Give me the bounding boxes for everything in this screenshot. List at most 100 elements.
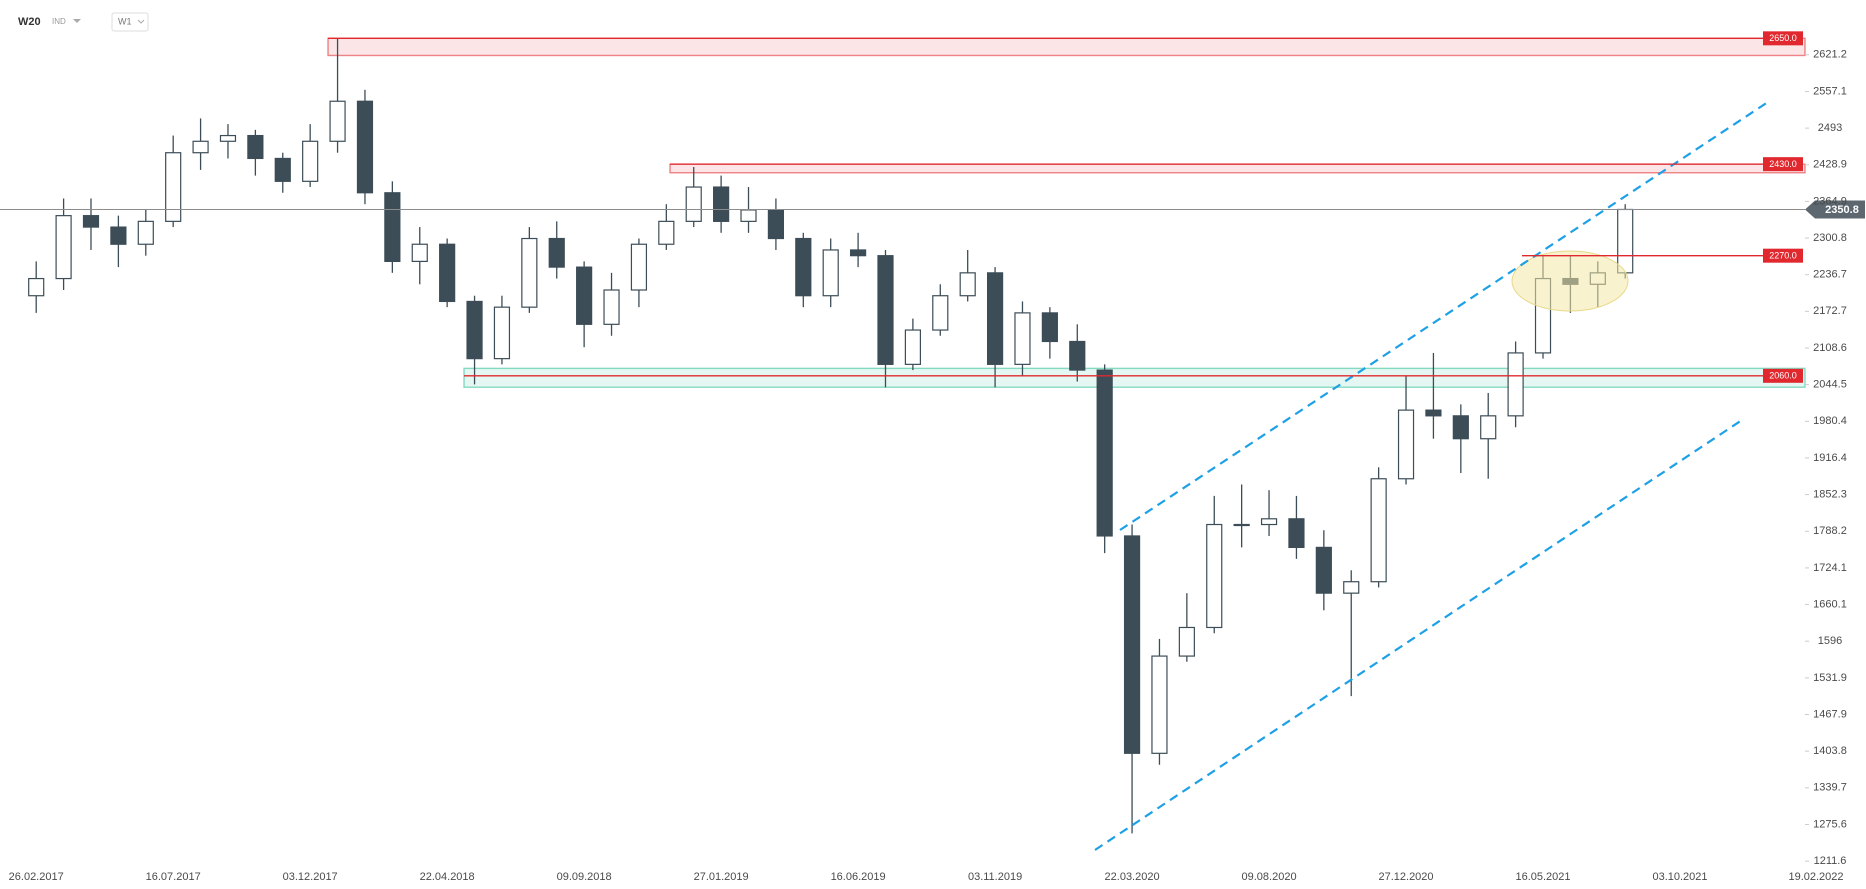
candle-body xyxy=(1425,409,1442,417)
level-tag xyxy=(1763,31,1803,46)
candle-body xyxy=(548,237,565,268)
level-label: 2430.0 xyxy=(1769,159,1797,169)
y-tick-label: 1531.9 xyxy=(1813,672,1847,684)
y-tick-label: 2044.5 xyxy=(1813,379,1847,391)
candle-body xyxy=(1617,208,1634,274)
candle-body xyxy=(658,220,675,245)
candle-body xyxy=(384,192,401,263)
y-tick-label: 1275.6 xyxy=(1813,818,1847,830)
candle-body xyxy=(795,237,812,297)
candle-body xyxy=(1123,535,1141,754)
interval-select[interactable] xyxy=(111,12,149,32)
axes: 1211.6 1275.6 1339.7 1403.8 1467.9 1531.9 1596… xyxy=(9,49,1847,883)
level-label: 2060.0 xyxy=(1769,371,1797,381)
candle-body xyxy=(165,152,182,222)
candle-body xyxy=(110,226,127,245)
y-tick-label: 1467.9 xyxy=(1813,708,1847,720)
candle-body xyxy=(1507,352,1524,417)
candle-body xyxy=(1041,312,1058,343)
y-tick-label: 2364.9 xyxy=(1813,195,1847,207)
level-tag xyxy=(1763,157,1803,172)
candle-body xyxy=(82,215,100,228)
zones xyxy=(327,37,1806,388)
channel-upper xyxy=(1119,101,1769,531)
y-tick-label: 1339.7 xyxy=(1813,782,1847,794)
level-label: 2650.0 xyxy=(1769,33,1797,43)
y-tick-label: 2493 xyxy=(1818,122,1842,134)
candle-body xyxy=(740,209,757,222)
x-tick-label: 16.05.2021 xyxy=(1515,871,1570,883)
y-tick-label: 2172.7 xyxy=(1813,305,1847,317)
last-price-label: 2350.8 xyxy=(1825,204,1859,216)
zone xyxy=(327,37,1806,57)
y-tick-label: 2236.7 xyxy=(1813,269,1847,281)
x-tick-label: 26.02.2017 xyxy=(9,871,64,883)
candle-body xyxy=(986,272,1004,365)
candle-body xyxy=(959,272,976,297)
y-tick-label: 2428.9 xyxy=(1813,159,1847,171)
candle-body xyxy=(1014,312,1031,365)
candle-body xyxy=(493,306,511,360)
zone xyxy=(463,367,1806,388)
candle-body xyxy=(247,134,264,160)
candle-body xyxy=(1178,626,1195,657)
y-tick-label: 2108.6 xyxy=(1813,342,1847,354)
candle-body xyxy=(1260,518,1278,526)
symbol: W20 xyxy=(18,16,41,28)
x-tick-label: 22.03.2020 xyxy=(1105,871,1160,883)
y-tick-label: 1596 xyxy=(1818,635,1842,647)
levels: 2650.0 2430.0 2270.0 2060.0 2350.8 xyxy=(0,31,1865,383)
last-price-tag xyxy=(1805,200,1865,219)
channel-lower xyxy=(1094,419,1743,851)
candle-body xyxy=(1069,340,1086,371)
candle-body xyxy=(932,295,949,331)
candle-body xyxy=(411,243,428,263)
candle-body xyxy=(274,157,291,182)
y-tick-label: 1788.2 xyxy=(1813,525,1847,537)
candle-body xyxy=(877,255,894,365)
candle-body xyxy=(1343,581,1360,594)
y-tick-label: 2557.1 xyxy=(1813,85,1847,97)
candle-body xyxy=(192,140,209,154)
interval-caret xyxy=(137,19,145,24)
x-tick-label: 19.02.2022 xyxy=(1788,871,1843,883)
x-tick-label: 27.12.2020 xyxy=(1378,871,1433,883)
candle-body xyxy=(767,209,785,240)
candle-body xyxy=(603,289,620,325)
candle-body xyxy=(137,220,154,245)
candle-body xyxy=(28,277,45,297)
level-tag xyxy=(1763,248,1803,263)
y-tick-label: 1724.1 xyxy=(1813,562,1847,574)
market: IND xyxy=(52,17,66,26)
x-tick-label: 16.07.2017 xyxy=(146,871,201,883)
candle-body xyxy=(685,186,702,222)
y-tick-label: 1852.3 xyxy=(1813,489,1847,501)
candle-body xyxy=(822,249,839,297)
y-tick-label: 1980.4 xyxy=(1813,415,1847,427)
x-tick-label: 09.08.2020 xyxy=(1242,871,1297,883)
x-tick-label: 03.12.2017 xyxy=(283,871,338,883)
candle-body xyxy=(1288,518,1305,548)
candle-body xyxy=(1480,415,1497,440)
candle-body xyxy=(1096,369,1113,537)
candle-body xyxy=(904,329,921,365)
candle-body xyxy=(356,100,374,194)
candle-body xyxy=(466,300,483,360)
x-tick-label: 22.04.2018 xyxy=(420,871,475,883)
x-tick-label: 27.01.2019 xyxy=(694,871,749,883)
zone xyxy=(669,163,1806,174)
y-tick-label: 1916.4 xyxy=(1813,452,1847,464)
candle-body xyxy=(630,243,648,291)
y-tick-label: 1660.1 xyxy=(1813,598,1847,610)
interval: W1 xyxy=(118,16,132,26)
candle-body xyxy=(576,266,593,325)
candle-body xyxy=(329,100,346,142)
y-tick-label: 2300.8 xyxy=(1813,232,1847,244)
highlight-ellipse xyxy=(1511,250,1629,312)
candle-body xyxy=(1315,546,1332,594)
x-tick-label: 03.11.2019 xyxy=(968,871,1022,883)
market-dropdown[interactable] xyxy=(73,19,81,23)
